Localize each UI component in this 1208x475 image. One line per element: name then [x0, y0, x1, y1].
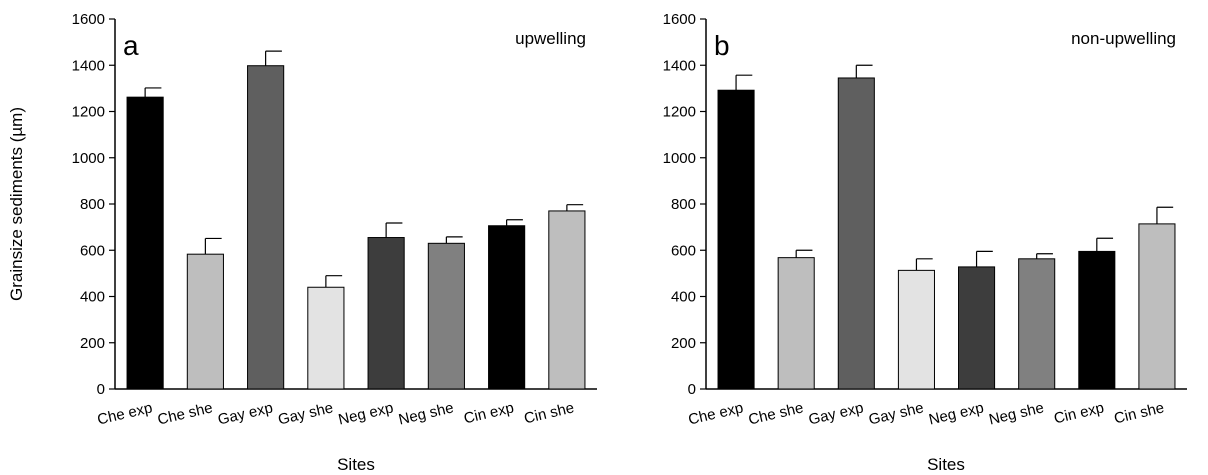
bar-cin-she: [1138, 223, 1176, 390]
y-tick-label: 0: [97, 381, 105, 398]
y-tick-label: 1400: [663, 57, 696, 74]
bar-che-exp: [126, 96, 164, 390]
bar-neg-exp: [367, 237, 405, 390]
bar-neg-exp: [958, 266, 996, 390]
y-tick-label: 200: [671, 335, 696, 352]
bar-gay-exp: [247, 65, 285, 390]
y-tick-label: 0: [688, 381, 696, 398]
x-tick-label: Neg she: [397, 399, 455, 428]
bar-che-exp: [717, 89, 755, 390]
y-tick-label: 1000: [663, 150, 696, 167]
y-tick-label: 400: [80, 289, 105, 306]
y-tick-label: 200: [80, 335, 105, 352]
y-tick-label: 1200: [663, 104, 696, 121]
panel-annotation: non-upwelling: [1071, 29, 1176, 48]
x-tick-label: Che exp: [96, 399, 154, 428]
x-tick-label: Neg exp: [927, 399, 985, 428]
bar-cin-exp: [488, 225, 526, 390]
y-tick-label: 800: [80, 196, 105, 213]
panel-letter: b: [714, 30, 730, 61]
x-tick-label: Gay she: [867, 399, 925, 428]
x-tick-label: Cin she: [522, 399, 575, 427]
y-tick-label: 1600: [663, 11, 696, 28]
panel-annotation: upwelling: [515, 29, 586, 48]
x-tick-label: Che she: [156, 399, 214, 428]
x-tick-label: Gay she: [277, 399, 335, 428]
y-axis-title: Grainsize sediments (µm): [7, 107, 26, 301]
x-tick-label: Cin exp: [1052, 399, 1105, 427]
x-tick-label: Neg exp: [337, 399, 395, 428]
x-tick-label: Neg she: [987, 399, 1045, 428]
x-tick-label: Che exp: [687, 399, 745, 428]
chart-panel-b: 0 200 400 600 800 1000 1200 1400 1600 Che exp Che …: [663, 11, 1187, 474]
x-tick-label: Cin she: [1112, 399, 1165, 427]
x-tick-label: Che she: [747, 399, 805, 428]
y-tick-label: 600: [80, 242, 105, 259]
y-tick-label: 1600: [72, 11, 105, 28]
chart-panel-a: 0 200 400 600 800 1000 1200 1400 1600 Che exp Che …: [7, 11, 597, 474]
x-tick-label: Gay exp: [807, 399, 865, 428]
bar-che-she: [186, 253, 224, 390]
x-axis-title: Sites: [337, 455, 375, 474]
panel-letter: a: [123, 30, 139, 61]
y-tick-label: 1400: [72, 57, 105, 74]
y-tick-label: 600: [671, 242, 696, 259]
y-tick-label: 400: [671, 289, 696, 306]
x-tick-label: Gay exp: [216, 399, 274, 428]
x-axis-title: Sites: [927, 455, 965, 474]
bar-gay-she: [307, 286, 345, 390]
bar-neg-she: [1018, 258, 1056, 390]
x-tick-label: Cin exp: [462, 399, 515, 427]
bar-che-she: [777, 257, 815, 390]
bar-neg-she: [427, 242, 465, 390]
y-tick-label: 1200: [72, 104, 105, 121]
bar-gay-exp: [837, 77, 875, 390]
bar-cin-she: [548, 210, 586, 390]
y-tick-label: 800: [671, 196, 696, 213]
bar-gay-she: [897, 269, 935, 390]
bar-cin-exp: [1078, 250, 1116, 390]
y-tick-label: 1000: [72, 150, 105, 167]
